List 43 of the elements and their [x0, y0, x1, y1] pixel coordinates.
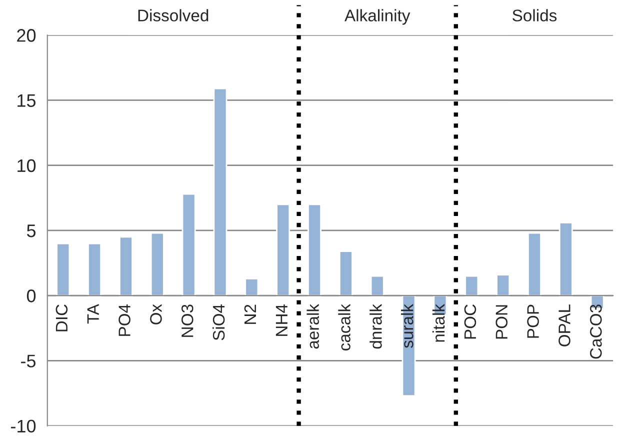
bar [464, 275, 479, 296]
text: Dissolved [138, 9, 208, 22]
x-tick-label: PO4 [118, 304, 130, 336]
y-tick-label: 10 [18, 159, 36, 172]
x-tick-label: cacalk [338, 304, 350, 350]
y-tick-label: 15 [18, 94, 36, 107]
bar [150, 232, 164, 296]
y-tick-label: -10 [10, 420, 36, 433]
x-tick-label: POC [464, 304, 476, 339]
y-tick-label: -5 [21, 354, 36, 368]
x-tick-label: Ox [150, 304, 162, 324]
x-tick-label: TA [87, 304, 99, 324]
y-tick-label: 0 [26, 290, 36, 302]
y-tick-label: 20 [17, 29, 36, 42]
x-tick-label: SiO4 [212, 304, 225, 340]
bar [496, 274, 510, 296]
bar [213, 88, 228, 296]
bar [338, 250, 353, 296]
bar [244, 278, 259, 296]
x-tick-label: aeralk [306, 304, 319, 349]
bar [370, 275, 384, 296]
y-tick-label: 5 [26, 224, 36, 238]
bar [528, 232, 542, 296]
x-tick-label: OPAL [558, 304, 570, 346]
bar [88, 242, 102, 296]
bar [276, 204, 290, 296]
x-tick-label: CaCO3 [590, 304, 602, 359]
bar [118, 236, 133, 296]
bar [308, 204, 322, 296]
x-tick-label: NO3 [181, 304, 194, 337]
x-tick-label: DIC [56, 304, 68, 332]
bar [56, 242, 70, 296]
bar [182, 193, 196, 296]
text: Alkalinity [344, 9, 410, 25]
x-tick-label: N2 [244, 304, 256, 324]
x-tick-label: POP [527, 304, 539, 338]
x-tick-label: nitalk [432, 304, 445, 342]
x-tick-label: dnralk [370, 304, 382, 349]
x-tick-label: PON [496, 305, 508, 339]
x-tick-label: suralk [401, 304, 414, 348]
bar [558, 222, 573, 296]
x-tick-label: NH4 [276, 304, 288, 336]
text: Solids [512, 9, 557, 22]
